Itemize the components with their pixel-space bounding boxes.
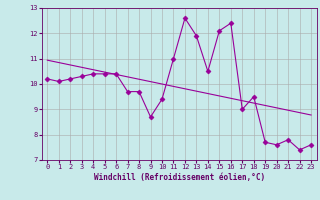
X-axis label: Windchill (Refroidissement éolien,°C): Windchill (Refroidissement éolien,°C)	[94, 173, 265, 182]
